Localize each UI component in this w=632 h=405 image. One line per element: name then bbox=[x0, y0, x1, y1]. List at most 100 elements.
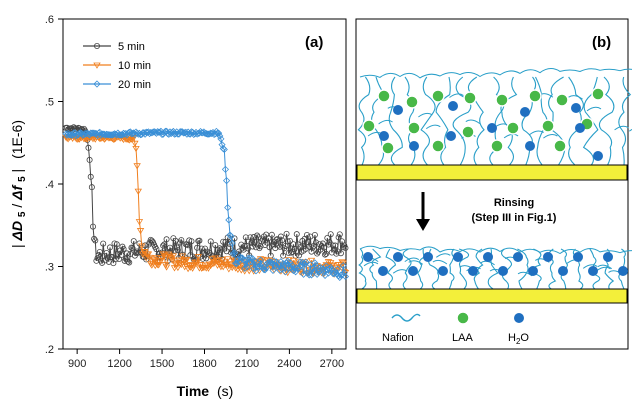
y-title-bar-left: | bbox=[9, 244, 25, 248]
series-point bbox=[113, 241, 120, 248]
plot-frame bbox=[62, 18, 347, 350]
x-axis-title-main: Time bbox=[177, 383, 210, 399]
series-point bbox=[342, 245, 349, 252]
nafion-branch bbox=[404, 257, 420, 263]
series-point bbox=[92, 237, 99, 244]
nafion-branch bbox=[436, 253, 451, 258]
y-title-slash: / bbox=[9, 204, 25, 208]
series-point bbox=[244, 254, 252, 262]
nafion-chain bbox=[420, 76, 436, 166]
nafion-chain bbox=[385, 248, 396, 290]
series-point bbox=[96, 248, 103, 255]
x-tick-label: 1500 bbox=[150, 358, 174, 370]
series-point bbox=[176, 128, 184, 136]
laa-particle bbox=[463, 91, 477, 105]
x-tick-label: 2100 bbox=[235, 358, 259, 370]
y-axis-title: | ΔD 5 / Δf 5 | (1E-6) bbox=[9, 120, 28, 248]
x-axis-ticks: 900 1200 1500 1800 2100 2400 2700 bbox=[68, 349, 344, 370]
x-tick-label: 900 bbox=[68, 358, 86, 370]
series-point bbox=[104, 254, 111, 261]
series-point bbox=[180, 264, 189, 271]
series-point bbox=[216, 132, 224, 140]
series-point bbox=[178, 237, 185, 244]
series-point bbox=[218, 141, 226, 149]
series-point bbox=[158, 130, 166, 139]
x-tick-label: 1800 bbox=[192, 358, 216, 370]
nafion-branch bbox=[408, 260, 423, 265]
series-point bbox=[265, 235, 272, 242]
h2o-particle bbox=[575, 123, 585, 133]
series-point bbox=[78, 126, 85, 133]
series-point bbox=[285, 250, 292, 257]
y-title-bar-right: | bbox=[9, 169, 25, 173]
series-point bbox=[70, 129, 78, 137]
series-point bbox=[311, 231, 318, 238]
series-point bbox=[339, 260, 347, 267]
nafion-branch bbox=[582, 264, 598, 269]
series-point bbox=[175, 257, 183, 264]
series-point bbox=[240, 268, 249, 275]
series-point bbox=[259, 256, 267, 264]
h2o-particle bbox=[520, 107, 530, 117]
h2o-o: O bbox=[520, 332, 529, 344]
nafion-legend-icon bbox=[391, 313, 421, 322]
series-point bbox=[207, 129, 215, 137]
series-point bbox=[280, 252, 287, 259]
series-point bbox=[138, 130, 146, 139]
laa-particle bbox=[528, 89, 542, 103]
series-point bbox=[302, 258, 310, 266]
h2o-particle bbox=[448, 101, 458, 111]
series-point bbox=[133, 249, 140, 256]
y-tick-label: .4 bbox=[45, 179, 54, 191]
series-point bbox=[258, 260, 266, 268]
series-point bbox=[178, 253, 187, 260]
series-point bbox=[132, 145, 140, 153]
h2o-sub: 2 bbox=[516, 337, 521, 346]
nafion-chain bbox=[435, 76, 451, 166]
h2o-particle bbox=[528, 266, 538, 276]
series-point bbox=[251, 257, 259, 265]
bottom-particles bbox=[363, 252, 628, 276]
y-tick-label: .2 bbox=[45, 344, 54, 356]
series-point bbox=[165, 130, 173, 138]
series-point bbox=[252, 267, 260, 275]
x-tick-label: 2700 bbox=[320, 358, 344, 370]
series-point bbox=[276, 266, 284, 274]
h2o-particle bbox=[571, 103, 581, 113]
series-point bbox=[226, 261, 234, 268]
series-point bbox=[118, 252, 125, 259]
series-point bbox=[174, 264, 182, 272]
series-point bbox=[125, 258, 132, 265]
series-point bbox=[297, 261, 305, 269]
series-point bbox=[133, 163, 141, 170]
series-point bbox=[162, 264, 171, 271]
series-point bbox=[196, 237, 203, 244]
series-point bbox=[255, 267, 264, 275]
legend-swatch-marker bbox=[93, 80, 101, 88]
series-point bbox=[238, 241, 245, 248]
series-point bbox=[331, 268, 339, 276]
series-point bbox=[194, 244, 201, 251]
series-point bbox=[336, 273, 344, 282]
h2o-particle bbox=[513, 252, 523, 262]
series-point bbox=[86, 156, 93, 163]
series-point bbox=[322, 251, 329, 258]
series-point bbox=[135, 249, 142, 256]
series-point bbox=[286, 237, 293, 244]
h2o-particle bbox=[487, 123, 497, 133]
series-point bbox=[212, 242, 219, 249]
series-point bbox=[185, 130, 193, 138]
series-point bbox=[216, 245, 223, 252]
x-tick-label: 2400 bbox=[277, 358, 301, 370]
series-point bbox=[183, 256, 191, 264]
h2o-legend-label: H2O bbox=[508, 332, 529, 346]
series-point bbox=[329, 242, 336, 249]
panel-b-label: (b) bbox=[592, 34, 611, 51]
series-point bbox=[327, 231, 334, 238]
laa-particle bbox=[490, 139, 504, 153]
series-point bbox=[152, 255, 161, 262]
series-point bbox=[225, 239, 232, 246]
series-point bbox=[227, 232, 235, 241]
series-point bbox=[228, 239, 236, 247]
